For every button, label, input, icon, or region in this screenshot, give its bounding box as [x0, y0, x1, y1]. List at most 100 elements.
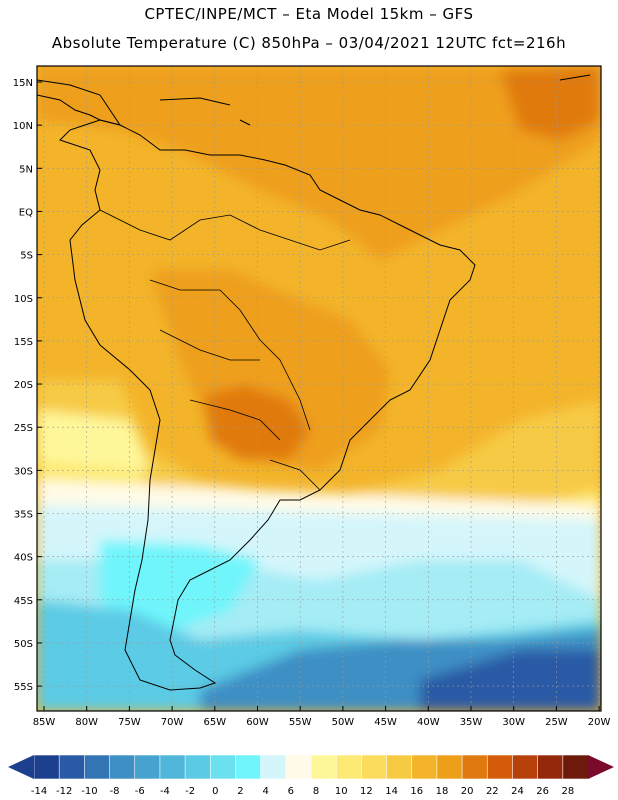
colorbar-label: 6 — [288, 786, 294, 797]
colorbar-segment — [310, 754, 337, 780]
colorbar-segment — [109, 754, 136, 780]
lon-label: 75W — [118, 717, 141, 728]
colorbar-label: -12 — [56, 786, 72, 797]
colorbar-label: -8 — [110, 786, 120, 797]
colorbar-segment — [235, 754, 262, 780]
border-paraguay — [189, 399, 281, 441]
colorbar-segment — [285, 754, 312, 780]
lon-label: 65W — [203, 717, 226, 728]
colorbar-label: 14 — [385, 786, 398, 797]
colorbar-label: 24 — [511, 786, 524, 797]
colorbar-segment — [260, 754, 287, 780]
lon-label: 25W — [545, 717, 568, 728]
colorbar-label: 10 — [335, 786, 348, 797]
lon-label: 70W — [161, 717, 184, 728]
lat-label: 55S — [14, 682, 33, 693]
lat-label: 15N — [13, 78, 33, 89]
lat-label: 35S — [14, 510, 33, 521]
lon-label: 45W — [374, 717, 397, 728]
lat-label: 10S — [14, 294, 33, 305]
field-yellow-pacific — [37, 410, 150, 480]
colorbar-segment — [209, 754, 237, 780]
colorbar-segment — [335, 754, 363, 780]
lat-label: 50S — [14, 639, 33, 650]
country-borders — [99, 209, 351, 491]
colorbar-label: 4 — [262, 786, 268, 797]
colorbar-segment — [184, 754, 212, 780]
colorbar-segment — [512, 754, 539, 780]
colorbar-label: 8 — [313, 786, 319, 797]
colorbar-segment — [159, 754, 186, 780]
colorbar-label: 16 — [410, 786, 423, 797]
colorbar-label: -14 — [31, 786, 47, 797]
border-uruguay — [269, 459, 321, 491]
latitude-labels: 15N 10N 5N EQ 5S 10S 15S 20S 25S 30S 35S 40S 45S 50S 5… — [13, 78, 42, 693]
colorbar-label: 28 — [561, 786, 574, 797]
colorbar-label: 12 — [360, 786, 373, 797]
lat-label: EQ — [19, 207, 33, 218]
lat-label: 5S — [20, 251, 33, 262]
longitude-labels: 85W 80W 75W 70W 65W 60W 55W 50W 45W 40W 35W 30W 25W 2… — [33, 706, 611, 728]
colorbar-label: 18 — [436, 786, 449, 797]
colorbar-labels: -14 -12 -10 -8 -6 -4 -2 0 2 4 6 8 10 12 14 16 18 20 22 24 26… — [31, 786, 574, 797]
colorbar-label: 26 — [536, 786, 549, 797]
lon-label: 60W — [246, 717, 269, 728]
colorbar-label: 0 — [212, 786, 218, 797]
border-west-brazil — [149, 279, 311, 431]
lon-label: 35W — [460, 717, 483, 728]
lat-label: 30S — [14, 466, 33, 477]
colorbar-segment — [562, 754, 589, 780]
grid-lines — [37, 66, 601, 711]
lat-label: 15S — [14, 337, 33, 348]
border-north — [99, 209, 351, 251]
coastlines — [36, 74, 591, 691]
colorbar — [8, 754, 614, 780]
field-deep-blue-south — [420, 650, 601, 711]
lat-label: 40S — [14, 553, 33, 564]
south-america-outline — [59, 119, 476, 691]
colorbar-segment — [461, 754, 489, 780]
field-light-orange-south — [37, 380, 601, 520]
map-subtitle: Absolute Temperature (C) 850hPa – 03/04/… — [51, 34, 567, 52]
colorbar-segment — [486, 754, 514, 780]
colorbar-segment — [411, 754, 438, 780]
colorbar-label: -2 — [185, 786, 195, 797]
lon-label: 85W — [33, 717, 56, 728]
lat-label: 10N — [13, 121, 33, 132]
map-title: CPTEC/INPE/MCT – Eta Model 15km – GFS — [144, 5, 474, 23]
colorbar-label: -10 — [81, 786, 97, 797]
lat-label: 20S — [14, 380, 33, 391]
lon-label: 40W — [417, 717, 440, 728]
colorbar-label: -6 — [135, 786, 145, 797]
lon-label: 30W — [502, 717, 525, 728]
colorbar-left-arrow — [8, 755, 34, 779]
colorbar-label: 22 — [486, 786, 499, 797]
colorbar-segment — [58, 754, 86, 780]
lon-label: 55W — [289, 717, 312, 728]
field-dark-orange-north — [37, 66, 601, 260]
colorbar-segment — [386, 754, 413, 780]
border-bolivia-peru — [159, 329, 260, 361]
colorbar-label: 2 — [237, 786, 243, 797]
colorbar-label: -4 — [160, 786, 170, 797]
colorbar-segment — [436, 754, 463, 780]
colorbar-right-arrow — [588, 755, 614, 779]
caribbean-islands — [159, 74, 591, 126]
lon-label: 80W — [75, 717, 98, 728]
colorbar-label: 20 — [461, 786, 474, 797]
colorbar-segment — [537, 754, 564, 780]
temperature-field — [37, 66, 601, 711]
lon-label: 20W — [588, 717, 611, 728]
lat-label: 25S — [14, 423, 33, 434]
field-hot-core-atlantic — [500, 66, 601, 140]
lat-label: 45S — [14, 596, 33, 607]
colorbar-segment — [84, 754, 111, 780]
lat-label: 5N — [19, 164, 33, 175]
colorbar-segment — [361, 754, 388, 780]
lon-label: 50W — [332, 717, 355, 728]
central-america-outline — [36, 79, 122, 126]
colorbar-segment — [33, 754, 60, 780]
map-frame — [36, 65, 602, 712]
colorbar-segment — [134, 754, 161, 780]
